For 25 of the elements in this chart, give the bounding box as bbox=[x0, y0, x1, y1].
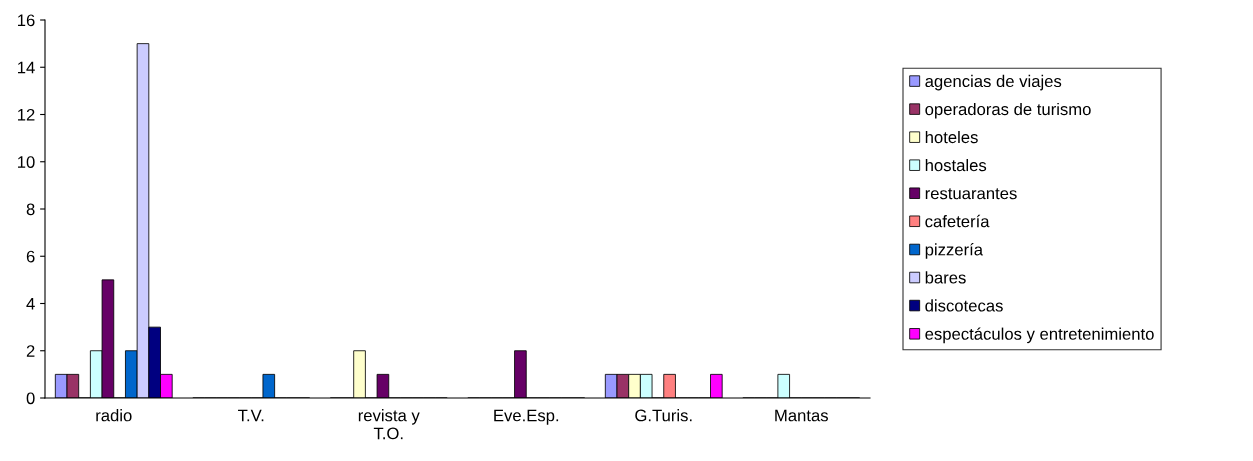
x-tick-label: G.Turis. bbox=[635, 409, 692, 422]
legend-label: pizzería bbox=[925, 243, 984, 259]
legend-label: operadoras de turismo bbox=[925, 102, 1091, 119]
y-tick-label: 6 bbox=[26, 250, 35, 263]
y-tick-label: 0 bbox=[26, 392, 35, 405]
legend-label: hoteles bbox=[925, 130, 978, 144]
x-tick-label: Mantas bbox=[775, 409, 828, 422]
x-tick-label: Eve.Esp. bbox=[494, 409, 559, 425]
legend-label: agencias de viajes bbox=[925, 74, 1062, 91]
x-tick-label: radio bbox=[96, 409, 132, 422]
y-tick-label: 14 bbox=[18, 61, 35, 74]
legend-label: espectáculos y entretenimiento bbox=[925, 327, 1154, 344]
y-tick-label: 8 bbox=[26, 203, 35, 216]
y-tick-label: 16 bbox=[18, 14, 35, 27]
legend-label: discotecas bbox=[925, 299, 1003, 312]
y-tick-label: 10 bbox=[18, 156, 35, 168]
legend-label: hostales bbox=[925, 158, 987, 172]
legend-label: restuarantes bbox=[925, 188, 1017, 200]
x-tick-label: T.V. bbox=[238, 409, 264, 422]
y-tick-label: 2 bbox=[26, 345, 35, 357]
y-tick-label: 4 bbox=[26, 298, 35, 310]
legend-label: cafetería bbox=[925, 214, 990, 228]
x-tick-label: revista y T.O. bbox=[358, 409, 420, 440]
y-tick-label: 12 bbox=[18, 108, 35, 121]
legend-label: bares bbox=[925, 271, 966, 284]
